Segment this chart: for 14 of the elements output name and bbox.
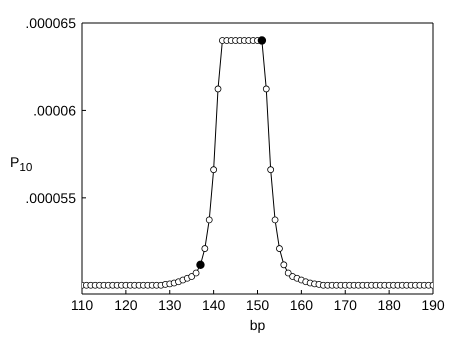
x-axis-title: bp xyxy=(250,317,266,333)
x-tick-label: 150 xyxy=(246,296,270,313)
y-tick-label: .000065 xyxy=(25,14,76,31)
x-tick-label: 130 xyxy=(158,296,182,313)
x-tick-label: 120 xyxy=(114,296,138,313)
x-tick-label: 190 xyxy=(421,296,445,313)
y-axis-title: P$_{10}$ xyxy=(10,154,32,174)
y-tick-label: .000055 xyxy=(25,190,76,206)
y-tick-label: .00006 xyxy=(33,102,76,118)
x-tick-label: 160 xyxy=(290,296,314,313)
x-tick-label: 140 xyxy=(202,296,226,313)
x-tick-label: 170 xyxy=(334,296,358,313)
x-tick-label: 110 xyxy=(70,296,94,313)
x-tick-label: 180 xyxy=(377,296,402,313)
